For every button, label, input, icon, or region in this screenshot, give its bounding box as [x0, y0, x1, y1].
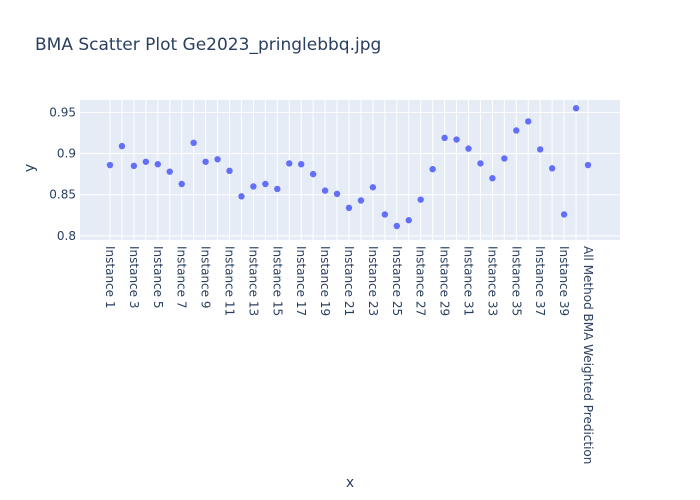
x-axis-ticks: Instance 1 Instance 3 Instance 5 Instance 7…	[103, 246, 595, 464]
scatter-point[interactable]	[106, 161, 114, 169]
x-tick-label: Instance 21	[342, 246, 356, 316]
scatter-point[interactable]	[489, 175, 496, 182]
scatter-point[interactable]	[441, 134, 448, 142]
x-tick-label: Instance 19	[318, 246, 332, 316]
x-tick-label: Instance 3	[127, 246, 141, 309]
chart-title: BMA Scatter Plot Ge2023_pringlebbq.jpg	[35, 35, 381, 55]
x-tick-label: Instance 37	[533, 246, 547, 316]
scatter-point[interactable]	[130, 162, 138, 170]
scatter-point[interactable]	[572, 105, 580, 112]
scatter-point[interactable]	[381, 211, 389, 218]
scatter-point[interactable]	[393, 222, 400, 230]
scatter-point[interactable]	[405, 217, 412, 224]
x-tick-label: Instance 13	[246, 246, 260, 316]
y-tick-label: 0.8	[57, 229, 76, 243]
scatter-point[interactable]	[286, 160, 293, 167]
scatter-point[interactable]	[548, 165, 556, 172]
scatter-point[interactable]	[501, 155, 508, 162]
scatter-point[interactable]	[226, 167, 233, 175]
scatter-point[interactable]	[537, 146, 544, 153]
scatter-point[interactable]	[250, 183, 257, 190]
scatter-point[interactable]	[513, 127, 520, 134]
scatter-point[interactable]	[417, 196, 424, 203]
scatter-point[interactable]	[465, 145, 472, 152]
x-tick-label: Instance 9	[199, 246, 213, 309]
scatter-point[interactable]	[453, 136, 460, 143]
x-tick-label: Instance 27	[414, 246, 428, 316]
x-tick-label: Instance 15	[270, 246, 284, 316]
scatter-point[interactable]	[262, 180, 269, 188]
scatter-point[interactable]	[298, 161, 305, 168]
x-tick-label: Instance 25	[390, 246, 404, 316]
x-tick-label: Instance 35	[509, 246, 523, 316]
scatter-point[interactable]	[477, 160, 484, 167]
x-tick-label: Instance 17	[294, 246, 308, 316]
grid	[80, 100, 620, 240]
scatter-point[interactable]	[118, 142, 126, 150]
plot-area	[80, 100, 620, 240]
scatter-point[interactable]	[154, 161, 161, 168]
y-tick-label: 0.9	[57, 147, 76, 161]
scatter-point[interactable]	[429, 165, 436, 173]
scatter-point[interactable]	[190, 139, 197, 147]
y-axis-title: y	[22, 164, 38, 172]
x-tick-label: Instance 5	[151, 246, 165, 309]
x-tick-label: Instance 33	[485, 246, 499, 316]
scatter-point[interactable]	[321, 187, 329, 194]
data-points	[106, 105, 592, 230]
y-axis-ticks: 0.8 0.85 0.9 0.95	[49, 105, 76, 243]
y-tick-label: 0.85	[49, 188, 76, 202]
y-tick-label: 0.95	[49, 105, 76, 119]
x-tick-label: Instance 31	[462, 246, 476, 316]
scatter-point[interactable]	[357, 197, 365, 204]
scatter-point[interactable]	[525, 118, 532, 125]
x-tick-label: Instance 23	[366, 246, 380, 316]
x-tick-label: All Method BMA Weighted Prediction	[581, 246, 595, 464]
scatter-point[interactable]	[238, 193, 245, 200]
x-tick-label: Instance 7	[175, 246, 189, 309]
scatter-point[interactable]	[345, 204, 353, 212]
scatter-point[interactable]	[369, 184, 377, 191]
scatter-point[interactable]	[202, 158, 209, 165]
scatter-point[interactable]	[166, 168, 173, 175]
x-tick-label: Instance 1	[103, 246, 117, 309]
scatter-point[interactable]	[214, 156, 221, 163]
x-tick-label: Instance 39	[557, 246, 571, 316]
scatter-point[interactable]	[309, 170, 317, 178]
scatter-point[interactable]	[178, 180, 185, 188]
scatter-point[interactable]	[142, 158, 150, 165]
x-tick-label: Instance 29	[438, 246, 452, 316]
scatter-point[interactable]	[560, 211, 568, 218]
scatter-point[interactable]	[274, 185, 281, 193]
x-axis-title: x	[346, 475, 354, 491]
x-tick-label: Instance 11	[223, 246, 237, 316]
scatter-point[interactable]	[333, 190, 341, 198]
scatter-point[interactable]	[584, 161, 592, 169]
